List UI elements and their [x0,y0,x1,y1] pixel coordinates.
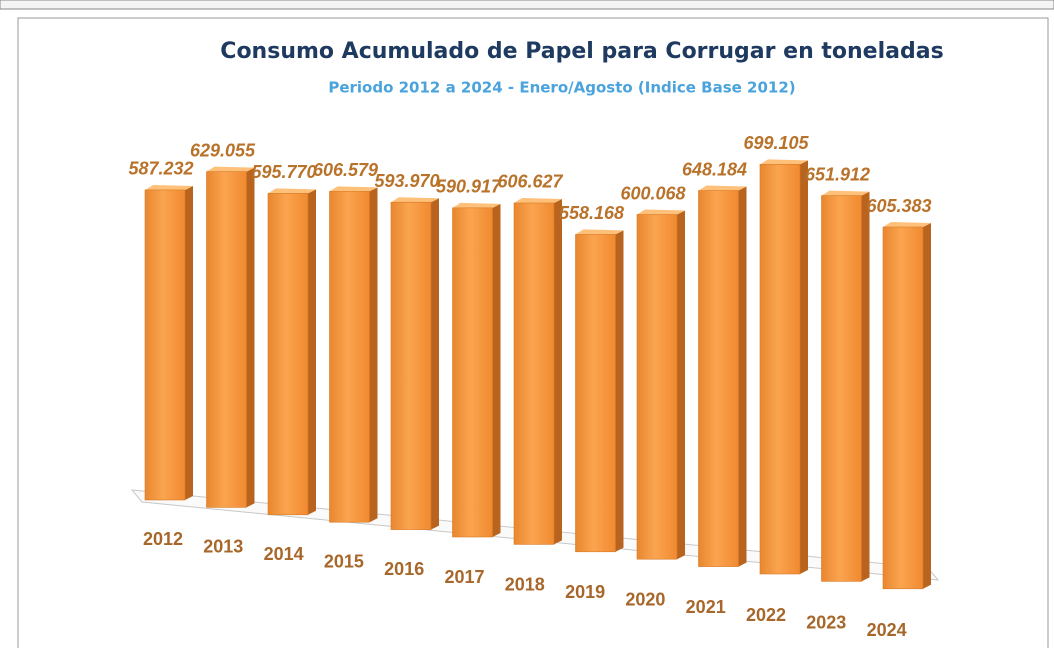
bar [206,171,247,508]
x-tick-label: 2024 [867,620,907,640]
bar [329,191,370,523]
x-tick-label: 2014 [264,544,304,564]
bar-top [391,197,439,203]
value-label: 606.627 [497,172,563,192]
bar-top [637,209,685,215]
bar-top [575,229,624,235]
value-label: 590.917 [436,177,502,197]
value-label: 587.232 [128,159,193,179]
chart-title: Consumo Acumulado de Papel para Corrugar… [220,39,943,64]
bar-side [861,191,870,582]
bar-top [514,197,562,203]
bar-side [554,198,562,545]
x-tick-label: 2022 [746,605,786,625]
bar [452,207,493,538]
value-label: 606.579 [313,160,378,180]
x-tick-label: 2018 [505,574,545,594]
bar [821,195,862,582]
bar-top [883,222,931,228]
x-tick-label: 2020 [625,590,665,610]
bar-side [431,198,439,530]
bar-top [329,186,378,192]
bar [575,234,616,553]
bar-side [246,167,255,508]
bar-side [615,230,624,552]
value-label: 593.970 [374,171,439,191]
x-tick-label: 2016 [384,559,424,579]
x-tick-label: 2017 [444,567,484,587]
bar-side [185,185,193,500]
bar [390,201,432,530]
bar-side [677,210,685,560]
value-label: 605.383 [866,196,931,216]
bar [882,226,924,590]
value-label: 651.912 [805,164,870,184]
value-label: 600.068 [620,183,685,203]
x-tick-label: 2021 [686,597,726,617]
bars: 587.232 2012 629.055 2013 595.770 2014 606.579… [128,133,931,640]
chart-subtitle: Periodo 2012 a 2024 - Enero/Agosto (Indi… [328,79,795,97]
bar-top [268,188,316,194]
bar-side [308,189,316,515]
bar-side [369,187,378,523]
x-tick-label: 2015 [324,552,364,572]
bar-top [452,202,501,208]
x-tick-label: 2013 [203,536,243,556]
value-label: 648.184 [682,159,747,179]
bar [267,193,309,516]
bar [698,190,739,567]
bar-top [760,159,808,165]
x-tick-label: 2019 [565,582,605,602]
bar-side [492,203,501,537]
bar [636,214,678,560]
bar-top [206,166,255,172]
bar-side [800,160,808,574]
x-tick-label: 2012 [143,529,183,549]
bar-side [923,223,931,589]
bar-top [698,185,747,191]
bar [513,202,555,545]
value-label: 629.055 [190,140,256,160]
x-tick-label: 2023 [806,612,846,632]
value-label: 699.105 [743,133,809,153]
value-label: 558.168 [559,203,624,223]
top-frame [0,0,1054,10]
bar-side [738,186,747,567]
bar-top [145,184,193,190]
bar-top [821,190,870,196]
bar [759,164,801,575]
value-label: 595.770 [251,162,316,182]
bar [144,189,186,501]
